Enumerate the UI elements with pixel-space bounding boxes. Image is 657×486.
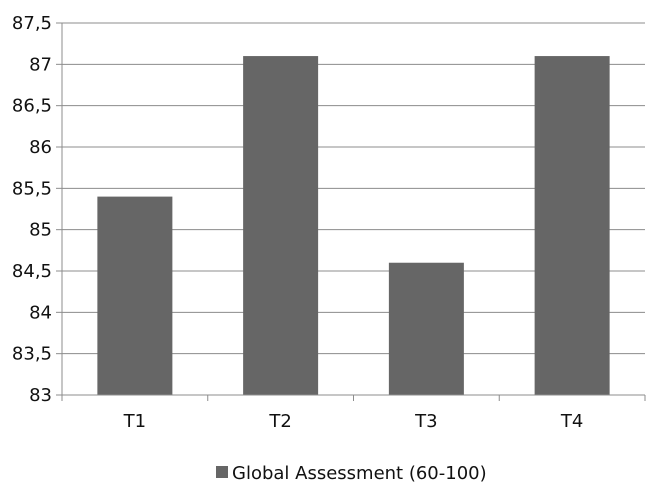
legend-label: Global Assessment (60-100): [232, 463, 487, 484]
y-tick-labels: 83 83,5 84 84,5 85 85,5 86 86,5 87 87,5: [12, 13, 52, 406]
bars: [97, 56, 610, 396]
y-tick-label: 87: [29, 54, 52, 75]
x-tick-label: T4: [560, 411, 583, 432]
legend: Global Assessment (60-100): [216, 463, 487, 484]
y-tick-label: 84: [29, 302, 52, 323]
bar-t3: [388, 262, 464, 395]
x-tick-label: T2: [268, 411, 291, 432]
y-tick-label: 85: [29, 220, 52, 241]
x-tick-label: T3: [414, 411, 437, 432]
y-tick-label: 83,5: [12, 344, 52, 365]
axes: [56, 22, 646, 401]
y-tick-label: 86: [29, 137, 52, 158]
x-tick-labels: T1 T2 T3 T4: [123, 411, 584, 432]
y-tick-label: 86,5: [12, 96, 52, 117]
y-tick-label: 84,5: [12, 261, 52, 282]
x-tick-label: T1: [123, 411, 146, 432]
y-tick-label: 85,5: [12, 178, 52, 199]
bar-t4: [534, 56, 610, 396]
legend-swatch: [216, 466, 228, 478]
y-tick-label: 83: [29, 385, 52, 406]
bar-t1: [97, 196, 173, 395]
bar-t2: [243, 56, 319, 396]
y-tick-label: 87,5: [12, 13, 52, 34]
